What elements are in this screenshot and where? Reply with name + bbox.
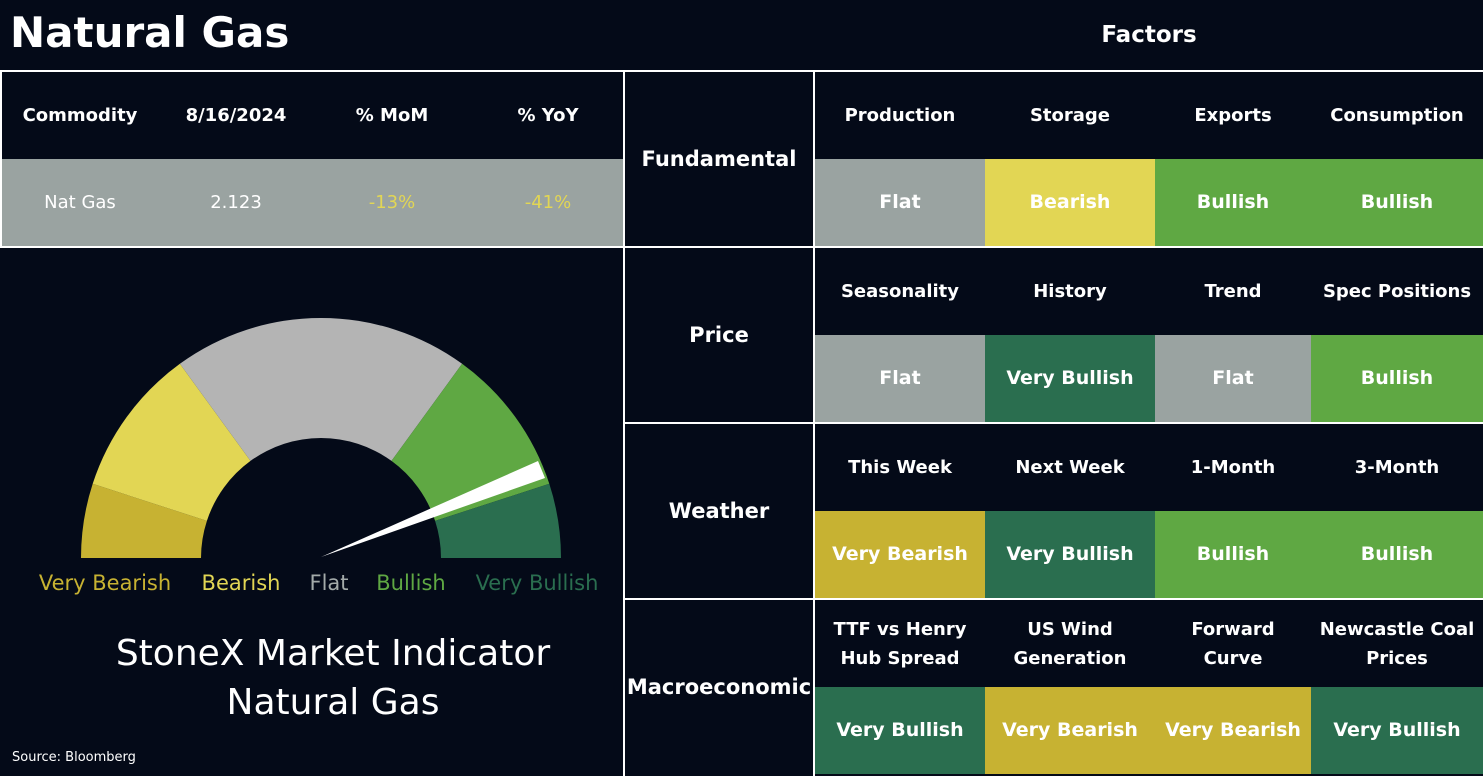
factor-name: 1-Month [1190,457,1276,478]
factor-name: TTF vs Henry Hub Spread [833,618,967,669]
table-cell: 2.123 [210,192,262,213]
factor-signal: Very Bullish [985,335,1155,422]
divider [0,246,624,248]
factor-name: 3-Month [1354,457,1440,478]
table-cell: Nat Gas [44,192,116,213]
gauge-label: Bearish [201,570,281,595]
gauge-segment [179,317,463,461]
factor-signal: Bullish [1311,511,1483,598]
factor-signal: Very Bearish [985,687,1155,774]
table-header: % MoM [355,105,429,126]
factor-name: This Week [848,457,952,478]
gauge [80,317,561,558]
table-cell: -41% [524,192,572,213]
gauge-label: Very Bearish [38,570,172,595]
factor-signal: Bullish [1311,335,1483,422]
gauge-needle [321,461,545,557]
table-row-bg [2,159,623,246]
factor-signal: Bullish [1155,159,1311,246]
factor-signal: Very Bullish [815,687,985,774]
factors-title: Factors [1101,21,1197,48]
factor-name: Forward Curve [1191,618,1275,669]
factor-name: Newcastle Coal Prices [1319,618,1475,669]
factor-name: Storage [1029,105,1111,126]
divider [0,70,1483,72]
factor-group: Weather [668,498,770,523]
factor-signal: Bullish [1311,159,1483,246]
factor-name: Production [844,105,956,126]
factor-name: Exports [1194,105,1272,126]
gauge-label: Bullish [376,570,446,595]
gauge-segment [80,483,207,558]
source: Source: Bloomberg [12,750,136,765]
factor-name: Next Week [1015,457,1125,478]
factor-signal: Very Bullish [1311,687,1483,774]
table-header: Commodity [22,105,138,126]
factor-signal: Very Bullish [985,511,1155,598]
divider [0,70,2,248]
factor-name: Consumption [1330,105,1464,126]
gauge-title: Natural Gas [226,682,440,723]
factor-signal: Very Bearish [1155,687,1311,774]
divider [623,598,1483,600]
page-title: Natural Gas [10,8,290,57]
table-header: 8/16/2024 [185,105,287,126]
table-header: % YoY [517,105,579,126]
factor-signal: Flat [815,335,985,422]
divider [623,246,1483,248]
divider [623,422,1483,424]
factor-signal: Bearish [985,159,1155,246]
factor-name: Spec Positions [1322,281,1472,302]
gauge-title: StoneX Market Indicator [115,633,551,674]
factor-name: Trend [1204,281,1262,302]
gauge-label: Very Bullish [475,570,599,595]
factor-name: US Wind Generation [1013,618,1127,669]
factor-name: History [1033,281,1107,302]
table-cell: -13% [368,192,416,213]
factor-signal: Bullish [1155,511,1311,598]
gauge-label: Flat [309,570,349,595]
factor-group: Price [689,322,749,347]
factor-signal: Flat [1155,335,1311,422]
factor-signal: Very Bearish [815,511,985,598]
factor-group: Macroeconomic [626,674,812,699]
gauge-segment [92,363,251,521]
factor-signal: Flat [815,159,985,246]
factor-group: Fundamental [641,146,797,171]
factor-name: Seasonality [840,281,960,302]
gauge-segment [435,483,561,558]
